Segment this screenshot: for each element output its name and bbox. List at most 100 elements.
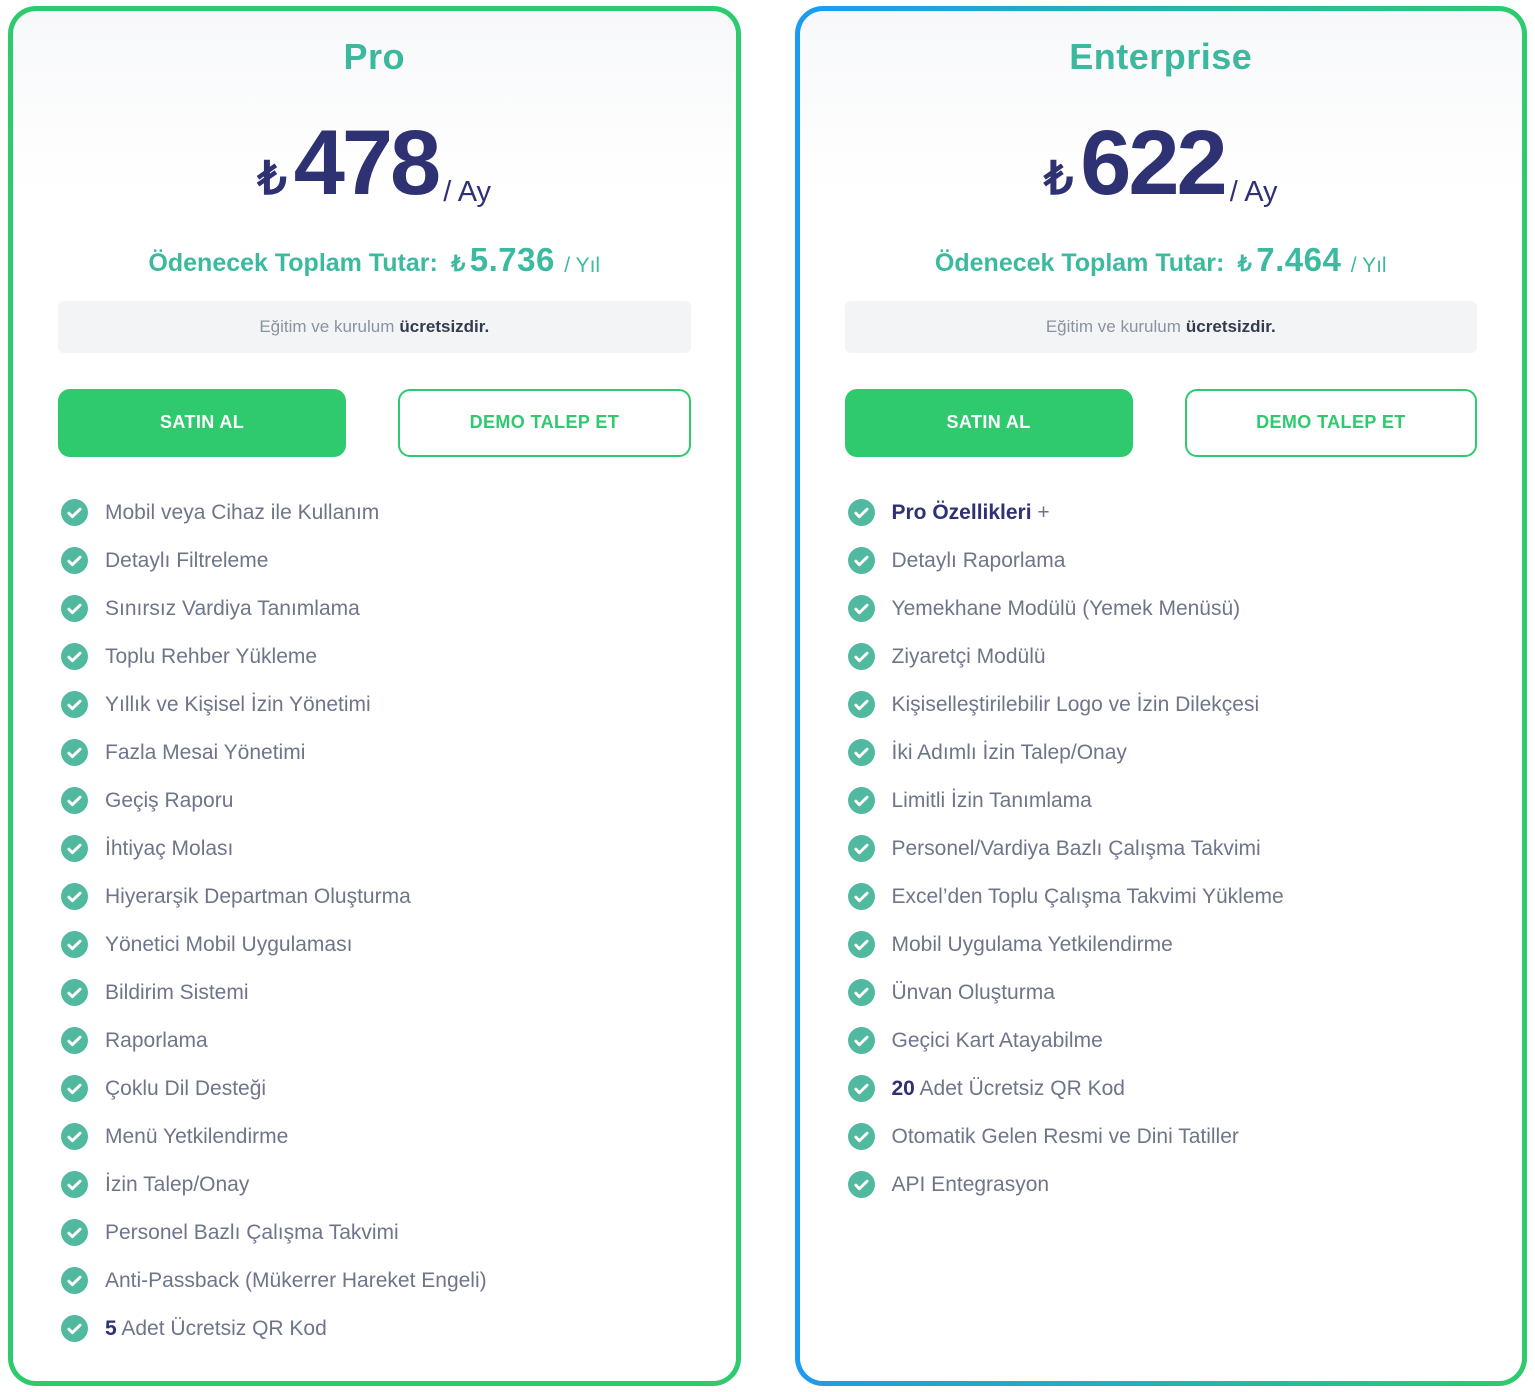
check-icon — [847, 787, 875, 815]
check-icon — [61, 979, 88, 1007]
feature-list: Mobil veya Cihaz ile Kullanım Detaylı Fi… — [58, 489, 691, 1353]
pricing-card-enterprise: Enterprise ₺ 622 / Ay Ödenecek Toplam Tu… — [795, 6, 1528, 1386]
feature-item: API Entegrasyon — [847, 1161, 1478, 1209]
feature-text: Toplu Rehber Yükleme — [105, 644, 318, 668]
check-icon — [847, 1027, 875, 1055]
feature-label: İki Adımlı İzin Talep/Onay — [892, 741, 1127, 765]
demo-request-button[interactable]: DEMO TALEP ET — [398, 388, 691, 457]
feature-label: Bildirim Sistemi — [105, 981, 249, 1005]
check-icon — [847, 883, 875, 911]
feature-text: Mobil Uygulama Yetkilendirme — [891, 932, 1173, 956]
feature-item: İki Adımlı İzin Talep/Onay — [847, 729, 1478, 777]
total-label: Ödenecek Toplam Tutar: — [934, 248, 1225, 277]
feature-text: Kişiselleştirilebilir Logo ve İzin Dilek… — [891, 692, 1260, 716]
check-icon — [61, 1123, 88, 1151]
feature-label: İzin Talep/Onay — [105, 1173, 249, 1197]
feature-text: Personel Bazlı Çalışma Takvimi — [105, 1220, 399, 1244]
feature-label: Geçici Kart Atayabilme — [892, 1029, 1103, 1053]
buy-button[interactable]: SATIN AL — [58, 388, 347, 457]
feature-item: İhtiyaç Molası — [61, 825, 691, 873]
feature-item: Çoklu Dil Desteği — [61, 1065, 691, 1113]
feature-text: Ünvan Oluşturma — [891, 980, 1055, 1004]
feature-label: 20 Adet Ücretsiz QR Kod — [892, 1077, 1125, 1101]
check-icon — [61, 1219, 88, 1247]
feature-label: Detaylı Raporlama — [892, 549, 1066, 573]
check-icon — [847, 1075, 875, 1103]
check-icon — [847, 1171, 875, 1199]
price-line: ₺ 478 / Ay — [58, 111, 691, 215]
feature-list: Pro Özellikleri + Detaylı Raporlama Yeme… — [845, 489, 1478, 1209]
feature-text: Adet Ücretsiz QR Kod — [914, 1076, 1125, 1100]
feature-text: Personel/Vardiya Bazlı Çalışma Takvimi — [891, 836, 1261, 860]
feature-text: Mobil veya Cihaz ile Kullanım — [105, 500, 380, 524]
feature-item: Raporlama — [61, 1017, 691, 1065]
feature-text: Yıllık ve Kişisel İzin Yönetimi — [105, 692, 371, 716]
currency-symbol: ₺ — [257, 151, 287, 204]
price-amount: 622 — [1080, 111, 1227, 214]
check-icon — [847, 499, 875, 527]
feature-text: Yönetici Mobil Uygulaması — [105, 932, 353, 956]
button-row: SATIN AL DEMO TALEP ET — [58, 388, 691, 457]
total-currency-symbol: ₺ — [1237, 250, 1252, 276]
check-icon — [61, 547, 88, 575]
check-icon — [61, 883, 88, 911]
check-icon — [61, 787, 88, 815]
total-period: / Yıl — [564, 253, 601, 277]
feature-label: Ziyaretçi Modülü — [892, 645, 1046, 669]
check-icon — [61, 595, 88, 623]
check-icon — [61, 1315, 88, 1343]
feature-item: Hiyerarşik Departman Oluşturma — [61, 873, 691, 921]
check-icon — [847, 1123, 875, 1151]
currency-symbol: ₺ — [1043, 151, 1074, 204]
check-icon — [61, 1267, 88, 1295]
pricing-card-pro: Pro ₺ 478 / Ay Ödenecek Toplam Tutar: ₺ … — [8, 6, 741, 1386]
check-icon — [61, 643, 88, 671]
demo-request-button[interactable]: DEMO TALEP ET — [1184, 388, 1477, 457]
check-icon — [61, 499, 88, 527]
note-text: Eğitim ve kurulum — [259, 316, 395, 336]
feature-item: Toplu Rehber Yükleme — [61, 633, 691, 681]
total-currency-symbol: ₺ — [451, 250, 466, 276]
feature-item: Yönetici Mobil Uygulaması — [61, 921, 691, 969]
plan-title: Pro — [343, 36, 405, 77]
feature-bold-text: 5 — [105, 1316, 117, 1340]
feature-text: Sınırsız Vardiya Tanımlama — [105, 596, 360, 620]
feature-item: Personel Bazlı Çalışma Takvimi — [61, 1209, 691, 1257]
feature-label: Sınırsız Vardiya Tanımlama — [105, 597, 360, 621]
feature-label: Pro Özellikleri + — [892, 501, 1050, 525]
feature-item: Geçiş Raporu — [61, 777, 691, 825]
feature-label: Mobil Uygulama Yetkilendirme — [892, 933, 1173, 957]
feature-text: Ziyaretçi Modülü — [891, 644, 1046, 668]
price-line: ₺ 622 / Ay — [845, 111, 1478, 215]
feature-label: Kişiselleştirilebilir Logo ve İzin Dilek… — [892, 693, 1260, 717]
feature-bold-text: Pro Özellikleri — [891, 500, 1032, 524]
feature-text: Hiyerarşik Departman Oluşturma — [105, 884, 411, 908]
feature-item: Mobil veya Cihaz ile Kullanım — [61, 489, 691, 537]
feature-item: 5 Adet Ücretsiz QR Kod — [61, 1305, 691, 1353]
feature-text: + — [1031, 500, 1050, 524]
feature-label: Personel/Vardiya Bazlı Çalışma Takvimi — [892, 837, 1261, 861]
feature-label: Geçiş Raporu — [105, 789, 233, 813]
feature-label: Raporlama — [105, 1029, 208, 1053]
feature-item: Detaylı Filtreleme — [61, 537, 691, 585]
feature-label: Hiyerarşik Departman Oluşturma — [105, 885, 411, 909]
price-period: / Ay — [443, 175, 492, 208]
feature-label: Personel Bazlı Çalışma Takvimi — [105, 1221, 399, 1245]
feature-label: 5 Adet Ücretsiz QR Kod — [105, 1317, 327, 1341]
feature-text: Limitli İzin Tanımlama — [891, 788, 1092, 812]
feature-text: Detaylı Filtreleme — [105, 548, 269, 572]
feature-item: Anti-Passback (Mükerrer Hareket Engeli) — [61, 1257, 691, 1305]
check-icon — [61, 1027, 88, 1055]
check-icon — [61, 931, 88, 959]
feature-text: Adet Ücretsiz QR Kod — [116, 1316, 327, 1340]
check-icon — [61, 691, 88, 719]
button-row: SATIN AL DEMO TALEP ET — [844, 388, 1477, 457]
feature-item: Excel’den Toplu Çalışma Takvimi Yükleme — [847, 873, 1478, 921]
feature-item: Ünvan Oluşturma — [847, 969, 1478, 1017]
check-icon — [847, 547, 875, 575]
feature-item: Mobil Uygulama Yetkilendirme — [847, 921, 1478, 969]
buy-button[interactable]: SATIN AL — [844, 388, 1133, 457]
feature-item: Limitli İzin Tanımlama — [847, 777, 1478, 825]
feature-label: İhtiyaç Molası — [105, 837, 233, 861]
